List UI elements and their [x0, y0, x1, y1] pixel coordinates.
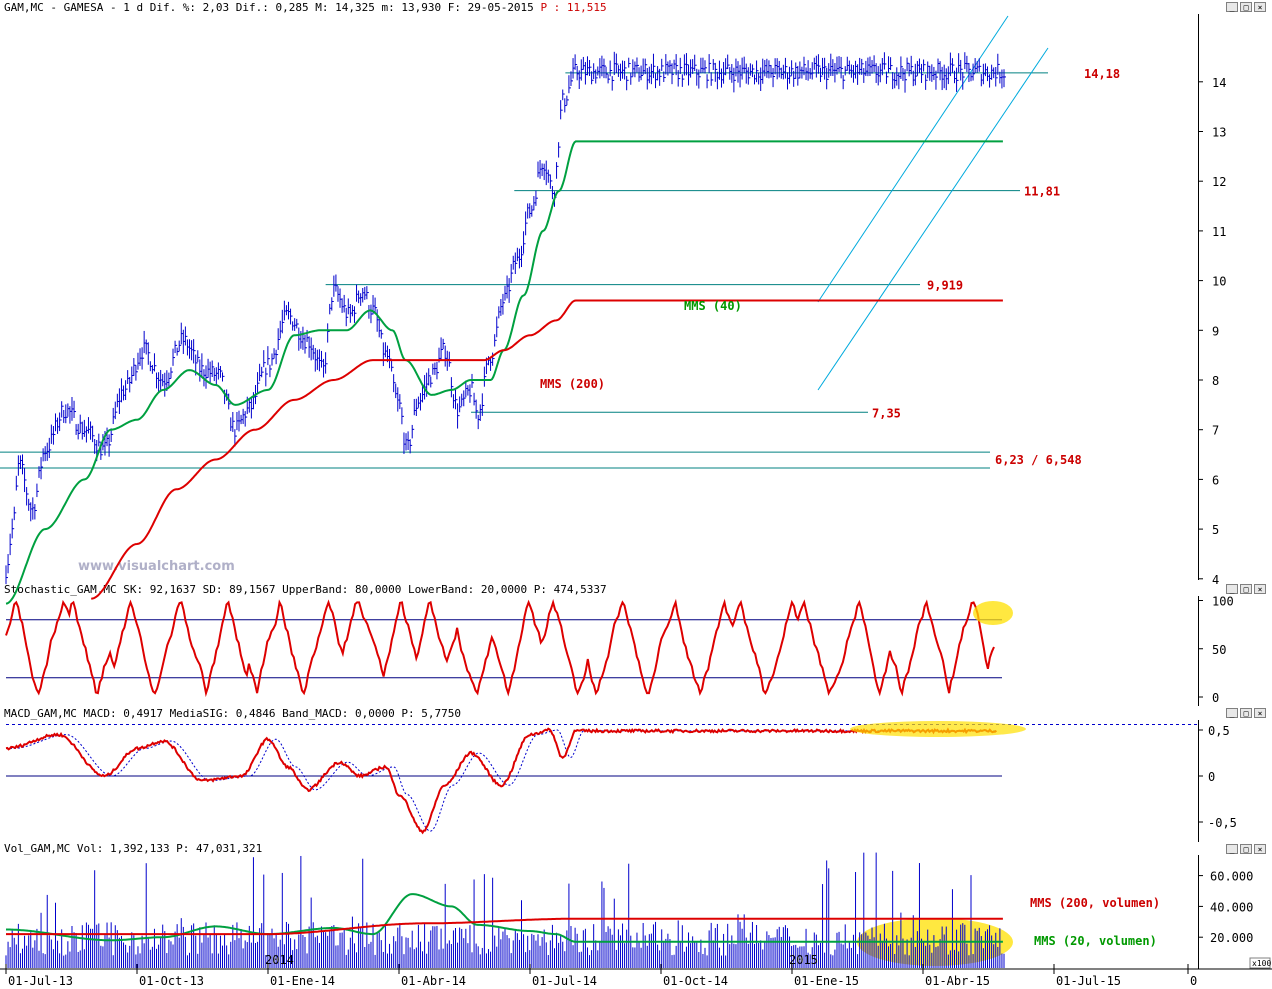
- stochastic-window-buttons: _ □ ×: [1226, 584, 1266, 594]
- macd-highlight: [850, 721, 1026, 737]
- channel-lower-line: [817, 47, 1049, 391]
- macd-window-buttons: _ □ ×: [1226, 708, 1266, 718]
- macd-tick-label-0: 0,5: [1208, 724, 1230, 738]
- volume-mms20-label: MMS (20, volumen): [1034, 934, 1157, 948]
- close-icon[interactable]: ×: [1254, 844, 1266, 854]
- price-tick-label-6: 10: [1212, 275, 1226, 289]
- macd-axis-line: [1198, 720, 1199, 842]
- minimize-icon[interactable]: _: [1226, 844, 1238, 854]
- date-label-9: 0: [1190, 974, 1197, 988]
- macd-header: MACD_GAM,MC MACD: 0,4917 MediaSIG: 0,484…: [4, 707, 461, 720]
- price-panel[interactable]: GAM,MC - GAMESA - 1 d Dif. %: 2,03 Dif.:…: [0, 0, 1272, 582]
- stochastic-panel[interactable]: Stochastic_GAM,MC SK: 92,1637 SD: 89,156…: [0, 582, 1272, 706]
- maximize-icon[interactable]: □: [1240, 2, 1252, 12]
- maximize-icon[interactable]: □: [1240, 844, 1252, 854]
- volume-tick-label-1: 40.000: [1210, 900, 1253, 914]
- volume-panel[interactable]: Vol_GAM,MC Vol: 1,392,133 P: 47,031,321 …: [0, 842, 1272, 989]
- price-tick-label-4: 8: [1212, 374, 1219, 388]
- date-label-6: 01-Ene-15: [794, 974, 859, 988]
- price-window-buttons: _ □ ×: [1226, 2, 1266, 12]
- price-tick-label-10: 14: [1212, 76, 1226, 90]
- minimize-icon[interactable]: _: [1226, 584, 1238, 594]
- scale-note-box: [1249, 957, 1271, 969]
- mms200-label: MMS (200): [540, 377, 605, 391]
- price-tick-label-9: 13: [1212, 126, 1226, 140]
- volume-window-buttons: _ □ ×: [1226, 844, 1266, 854]
- mms200-line: [91, 299, 1003, 600]
- price-tick-label-2: 6: [1212, 473, 1219, 487]
- stochastic-tick-label-1: 50: [1212, 643, 1226, 657]
- volume-tick-label-2: 60.000: [1210, 870, 1253, 884]
- date-label-4: 01-Jul-14: [532, 974, 597, 988]
- date-label-3: 01-Abr-14: [401, 974, 466, 988]
- macd-tick-label-1: 0: [1208, 770, 1215, 784]
- level-label-2: 9,919: [927, 279, 963, 293]
- year-mark-0: 2014: [265, 953, 294, 967]
- close-icon[interactable]: ×: [1254, 2, 1266, 12]
- price-tick-label-1: 5: [1212, 523, 1219, 537]
- date-label-2: 01-Ene-14: [270, 974, 335, 988]
- stochastic-line: [5, 598, 995, 698]
- close-icon[interactable]: ×: [1254, 708, 1266, 718]
- volume-axis-line: [1198, 855, 1199, 969]
- price-tick-label-8: 12: [1212, 175, 1226, 189]
- close-icon[interactable]: ×: [1254, 584, 1266, 594]
- stochastic-tick-label-2: 100: [1212, 595, 1234, 609]
- maximize-icon[interactable]: □: [1240, 584, 1252, 594]
- mms40-line: [5, 140, 1003, 605]
- price-tick-label-0: 4: [1212, 573, 1219, 587]
- macd-panel[interactable]: MACD_GAM,MC MACD: 0,4917 MediaSIG: 0,484…: [0, 706, 1272, 842]
- level-label-3: 7,35: [872, 406, 901, 420]
- date-label-8: 01-Jul-15: [1056, 974, 1121, 988]
- channel-upper-line: [817, 15, 1009, 303]
- level-label-0: 14,18: [1084, 67, 1120, 81]
- macd-line: [5, 727, 998, 835]
- stochastic-header: Stochastic_GAM,MC SK: 92,1637 SD: 89,156…: [4, 583, 607, 596]
- date-label-0: 01-Jul-13: [8, 974, 73, 988]
- minimize-icon[interactable]: _: [1226, 708, 1238, 718]
- level-label-1: 11,81: [1024, 185, 1060, 199]
- volume-mms200-line: [6, 917, 1003, 936]
- volume-tick-label-0: 20.000: [1210, 931, 1253, 945]
- watermark-text: www.visualchart.com: [78, 559, 235, 574]
- volume-mms200-label: MMS (200, volumen): [1030, 896, 1160, 910]
- minimize-icon[interactable]: _: [1226, 2, 1238, 12]
- level-label-4: 6,23 / 6,548: [995, 453, 1082, 467]
- price-tick-label-7: 11: [1212, 225, 1226, 239]
- date-label-1: 01-Oct-13: [139, 974, 204, 988]
- stochastic-tick-label-0: 0: [1212, 691, 1219, 705]
- price-tick-label-3: 7: [1212, 424, 1219, 438]
- year-mark-1: 2015: [789, 953, 818, 967]
- stochastic-highlight: [973, 601, 1013, 625]
- date-label-7: 01-Abr-15: [925, 974, 990, 988]
- price-axis-line: [1198, 14, 1199, 580]
- price-header: GAM,MC - GAMESA - 1 d Dif. %: 2,03 Dif.:…: [4, 1, 607, 14]
- macd-tick-label-2: -0,5: [1208, 816, 1237, 830]
- date-label-5: 01-Oct-14: [663, 974, 728, 988]
- mms40-label: MMS (40): [684, 299, 742, 313]
- volume-mms20-line: [6, 893, 1003, 943]
- maximize-icon[interactable]: □: [1240, 708, 1252, 718]
- scale-note: x100: [1252, 959, 1271, 968]
- stochastic-axis-line: [1198, 596, 1199, 706]
- price-tick-label-5: 9: [1212, 324, 1219, 338]
- volume-header: Vol_GAM,MC Vol: 1,392,133 P: 47,031,321: [4, 842, 263, 855]
